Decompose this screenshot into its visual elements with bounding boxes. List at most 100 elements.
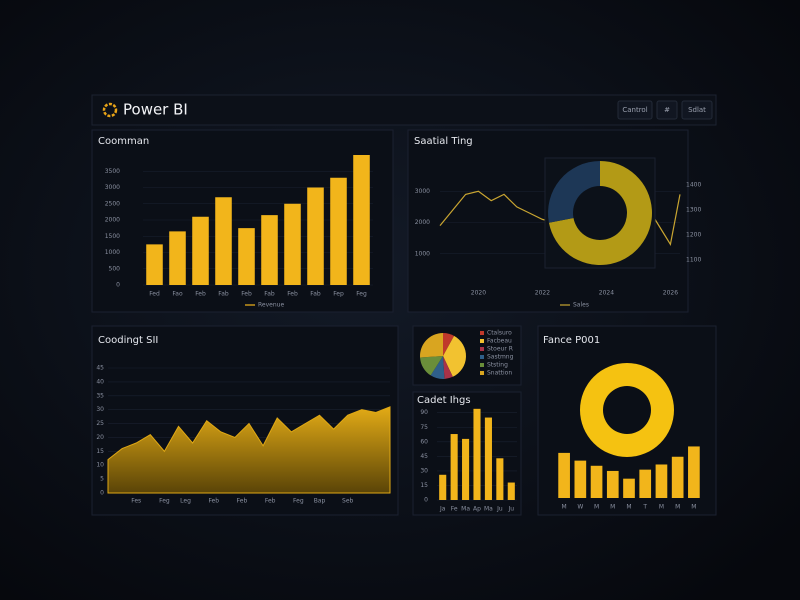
legend-label: Facbeau [487, 338, 512, 345]
y-tick-label: 0 [100, 490, 104, 497]
legend-label: Snattion [487, 370, 512, 377]
x-tick-label: Feb [265, 498, 276, 505]
x-tick-label: Fed [149, 291, 160, 298]
bar [606, 470, 619, 498]
bar [462, 438, 470, 500]
y-tick-label: 1000 [415, 250, 430, 257]
bar [192, 216, 209, 285]
y-tick-label: 15 [96, 448, 104, 455]
x-tick-label: Fab [310, 291, 321, 298]
bar [284, 203, 301, 285]
y-tick-label: 1500 [105, 233, 120, 240]
legend-label: Ststing [487, 362, 508, 369]
x-tick-label: Fao [172, 291, 183, 298]
y-tick-label: 5 [100, 476, 104, 483]
y-tick-label: 10 [96, 462, 104, 469]
x-tick-label: Leg [180, 498, 191, 505]
y-tick-label: 90 [420, 409, 428, 416]
x-tick-label: M [610, 504, 615, 511]
bar [574, 460, 587, 498]
x-tick-label: Seb [342, 498, 354, 505]
x-tick-label: Bap [314, 498, 326, 505]
y-tick-label: 35 [96, 392, 104, 399]
pie-slice [548, 161, 653, 265]
pie-slice [420, 356, 443, 376]
y2-tick-label: 1200 [686, 232, 701, 239]
bar [473, 408, 481, 500]
y-tick-label: 0 [116, 282, 120, 289]
x-tick-label: M [675, 504, 680, 511]
legend-swatch [480, 355, 484, 359]
x-tick-label: 2022 [535, 290, 550, 297]
x-tick-label: Feb [195, 291, 206, 298]
y-tick-label: 1000 [105, 249, 120, 256]
panel-title: Coomman [98, 136, 149, 147]
bar [215, 197, 232, 285]
y-tick-label: 20 [96, 434, 104, 441]
button-label[interactable]: Cantrol [622, 106, 647, 114]
bar [450, 434, 458, 500]
panel-title: Cadet Ihgs [417, 395, 471, 406]
panel-title: Saatial Ting [414, 136, 473, 147]
y-tick-label: 15 [420, 482, 428, 489]
legend-swatch [480, 339, 484, 343]
y-tick-label: 45 [96, 365, 104, 372]
button[interactable] [617, 100, 653, 120]
x-tick-label: Ju [496, 506, 503, 513]
x-tick-label: 2026 [663, 290, 678, 297]
x-tick-label: Feb [237, 498, 248, 505]
y-tick-label: 3500 [105, 168, 120, 175]
y2-tick-label: 1100 [686, 257, 701, 264]
x-tick-label: Ma [484, 506, 493, 513]
bar [655, 464, 668, 498]
bar [671, 456, 684, 498]
button[interactable] [656, 100, 678, 120]
bar [484, 417, 492, 500]
button-label[interactable]: # [664, 106, 670, 114]
legend-label: Ctalsuro [487, 330, 512, 337]
x-tick-label: 2020 [471, 290, 486, 297]
pie-slice [548, 161, 600, 223]
y-tick-label: 0 [424, 497, 428, 504]
bar [639, 469, 652, 498]
y-tick-label: 500 [109, 265, 121, 272]
bar [439, 474, 447, 500]
y-tick-label: 2000 [105, 217, 120, 224]
y-tick-label: 2000 [415, 219, 430, 226]
x-tick-label: Ma [461, 506, 470, 513]
y-tick-label: 40 [96, 378, 104, 385]
x-tick-label: 2024 [599, 290, 614, 297]
pie-slice [580, 363, 674, 457]
panel-title: Coodingt SII [98, 335, 158, 346]
y-tick-label: 30 [420, 467, 428, 474]
x-tick-label: Feg [356, 291, 367, 298]
x-tick-label: Fab [264, 291, 275, 298]
bar [330, 177, 347, 285]
bar [353, 155, 370, 285]
button[interactable] [681, 100, 713, 120]
legend-label: Revenue [258, 302, 284, 309]
legend-label: Sales [573, 302, 589, 309]
y2-tick-label: 1400 [686, 182, 701, 189]
panel-title: Fance P001 [543, 335, 600, 346]
button-label[interactable]: Sdlat [688, 106, 706, 114]
header-bar [91, 94, 717, 126]
x-tick-label: M [659, 504, 664, 511]
x-tick-label: M [691, 504, 696, 511]
legend-swatch [480, 331, 484, 335]
legend-label: Sastmng [487, 354, 514, 361]
bar [688, 446, 700, 498]
x-tick-label: Ju [507, 506, 514, 513]
legend-label: Stoeur R [487, 346, 513, 353]
x-tick-label: Feb [287, 291, 298, 298]
bar [261, 215, 278, 285]
y-tick-label: 75 [420, 424, 428, 431]
x-tick-label: Feg [293, 498, 304, 505]
x-tick-label: Feg [159, 498, 170, 505]
y-tick-label: 3000 [415, 188, 430, 195]
x-tick-label: Fes [131, 498, 141, 505]
pie-slice [443, 356, 453, 379]
y-tick-label: 60 [420, 438, 428, 445]
bar [169, 231, 186, 285]
bar [507, 482, 515, 500]
